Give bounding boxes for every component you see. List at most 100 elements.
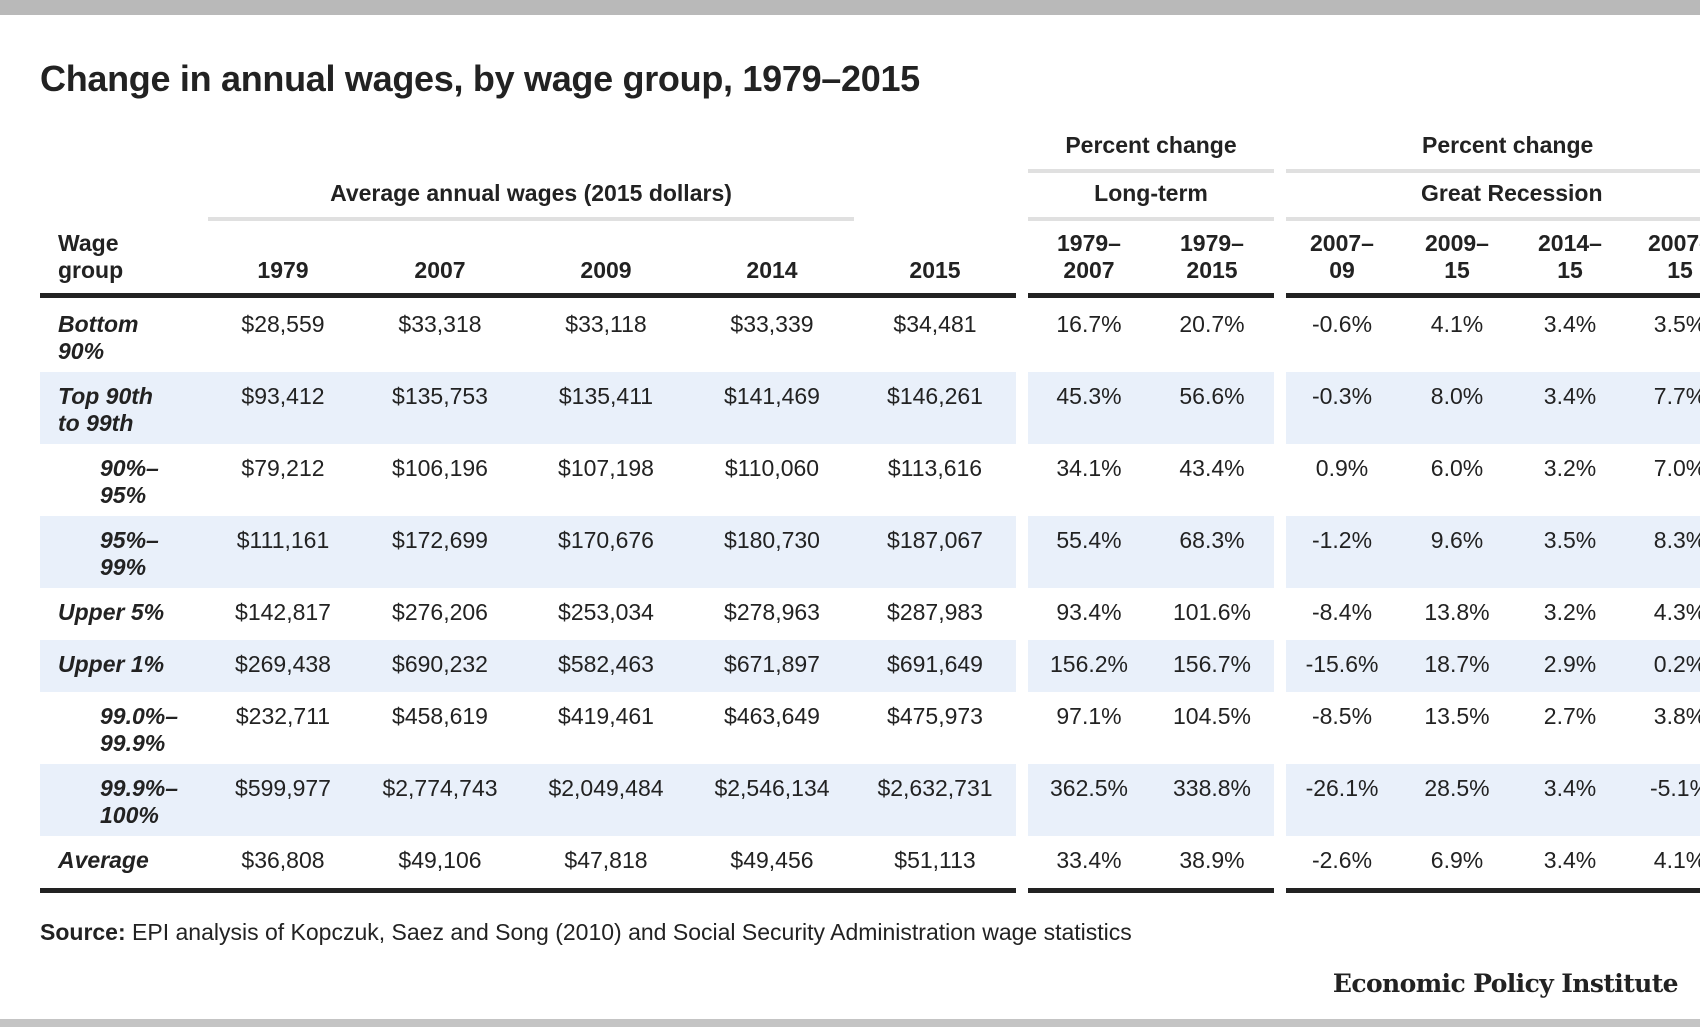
row-band: [40, 764, 1016, 836]
table-cell: $2,049,484: [548, 775, 664, 801]
table-cell: $172,699: [392, 527, 488, 553]
table-cell: 2.9%: [1543, 651, 1597, 677]
row-band: [1028, 372, 1274, 444]
table-cell: $232,711: [235, 703, 331, 729]
table-cell: 18.7%: [1424, 651, 1490, 677]
column-header: 2015: [909, 257, 961, 283]
table-cell: $276,206: [392, 599, 488, 625]
header-rule: [1286, 217, 1700, 221]
table-bottom-rule: [1286, 888, 1700, 893]
table-cell: $180,730: [724, 527, 820, 553]
table-cell: $187,067: [887, 527, 983, 553]
table-cell: $2,632,731: [877, 775, 993, 801]
table-cell: $47,818: [564, 847, 648, 873]
row-band: [1286, 640, 1700, 692]
table-cell: $49,106: [398, 847, 482, 873]
column-header: 1979– 2015: [1180, 230, 1244, 283]
table-cell: -0.6%: [1311, 311, 1373, 337]
column-header: 2014: [746, 257, 798, 283]
table-cell: 20.7%: [1179, 311, 1245, 337]
row-band: [40, 372, 1016, 444]
table-cell: 3.5%: [1653, 311, 1700, 337]
table-cell: 6.9%: [1430, 847, 1484, 873]
table-cell: 55.4%: [1056, 527, 1122, 553]
table-cell: 4.1%: [1653, 847, 1700, 873]
row-band: [1028, 516, 1274, 588]
column-header: 2007– 15: [1648, 230, 1700, 283]
column-header: 2007– 09: [1310, 230, 1374, 283]
table-cell: 28.5%: [1424, 775, 1490, 801]
row-label: Average: [58, 847, 149, 873]
column-header: 2014– 15: [1538, 230, 1602, 283]
table-cell: $33,339: [730, 311, 814, 337]
row-band: [1286, 516, 1700, 588]
table-bottom-rule: [1028, 888, 1274, 893]
table-cell: 362.5%: [1049, 775, 1128, 801]
row-label: Upper 1%: [58, 651, 165, 677]
column-header: 1979: [257, 257, 309, 283]
row-label: 95%– 99%: [100, 527, 159, 580]
table-cell: 13.5%: [1424, 703, 1490, 729]
table-cell: $582,463: [558, 651, 654, 677]
table-cell: 3.2%: [1543, 599, 1597, 625]
table-cell: $93,412: [241, 383, 325, 409]
table-cell: 8.3%: [1653, 527, 1700, 553]
top-border: [0, 0, 1700, 15]
row-label: Top 90th to 99th: [58, 383, 153, 436]
column-header: 2009: [580, 257, 632, 283]
table-cell: 93.4%: [1056, 599, 1122, 625]
table-cell: 9.6%: [1430, 527, 1484, 553]
table-cell: $475,973: [887, 703, 983, 729]
header-rule: [1028, 217, 1274, 221]
header-bottom-rule: [1028, 293, 1274, 298]
row-label: Upper 5%: [58, 599, 165, 625]
table-cell: 3.4%: [1543, 775, 1597, 801]
row-label: 99.0%– 99.9%: [100, 703, 179, 756]
table-cell: 338.8%: [1172, 775, 1251, 801]
table-cell: $269,438: [235, 651, 331, 677]
row-band: [40, 640, 1016, 692]
table-cell: $671,897: [724, 651, 820, 677]
percent-change-header-long-term: Percent change: [1065, 132, 1237, 158]
table-cell: $2,546,134: [714, 775, 830, 801]
column-header-wage-group: Wage group: [58, 230, 124, 283]
great-recession-header: Great Recession: [1421, 180, 1603, 206]
table-cell: 68.3%: [1179, 527, 1245, 553]
table-cell: 0.9%: [1315, 455, 1369, 481]
table-cell: $135,753: [392, 383, 488, 409]
table-cell: $33,118: [565, 311, 647, 337]
table-cell: 13.8%: [1424, 599, 1490, 625]
column-header: 2007: [414, 257, 466, 283]
table-cell: $51,113: [894, 847, 976, 873]
table-cell: $36,808: [241, 847, 325, 873]
table-bottom-rule: [40, 888, 1016, 893]
table-cell: $458,619: [392, 703, 488, 729]
table-cell: $278,963: [724, 599, 820, 625]
table-cell: -2.6%: [1311, 847, 1373, 873]
table-cell: 38.9%: [1179, 847, 1245, 873]
source-label: Source:: [40, 919, 126, 945]
epi-logo: Economic Policy Institute: [1332, 969, 1679, 998]
table-cell: -8.4%: [1311, 599, 1373, 625]
table-cell: $146,261: [887, 383, 983, 409]
table-cell: -5.1%: [1649, 775, 1700, 801]
table-cell: 56.6%: [1179, 383, 1245, 409]
table-cell: 2.7%: [1543, 703, 1597, 729]
table-cell: $110,060: [724, 455, 820, 481]
table-cell: 33.4%: [1056, 847, 1122, 873]
table-cell: 3.2%: [1543, 455, 1597, 481]
table-cell: $463,649: [724, 703, 820, 729]
table-cell: 3.4%: [1543, 383, 1597, 409]
table-cell: $599,977: [235, 775, 331, 801]
table-cell: $253,034: [558, 599, 654, 625]
table-cell: 4.3%: [1653, 599, 1700, 625]
table-cell: -15.6%: [1305, 651, 1379, 677]
table-cell: 43.4%: [1179, 455, 1245, 481]
table-cell: 6.0%: [1430, 455, 1484, 481]
table-cell: 101.6%: [1172, 599, 1251, 625]
row-label: Bottom 90%: [58, 311, 139, 364]
header-rule: [1028, 169, 1274, 173]
row-band: [1286, 372, 1700, 444]
column-header: 1979– 2007: [1057, 230, 1121, 283]
row-band: [1286, 764, 1700, 836]
